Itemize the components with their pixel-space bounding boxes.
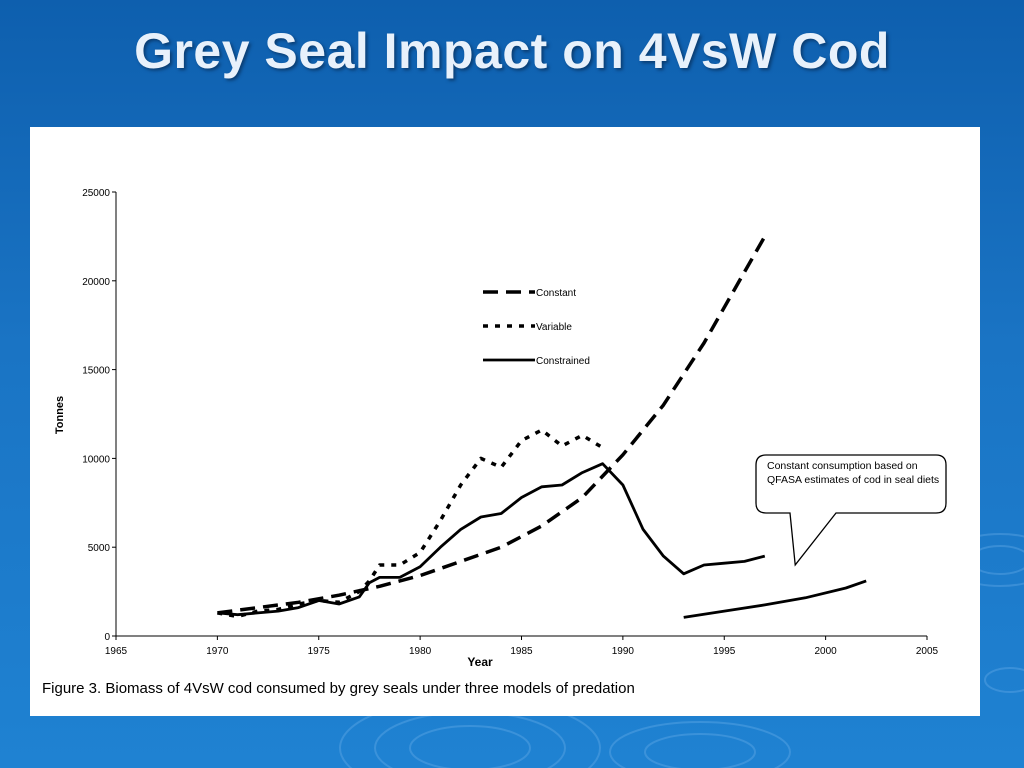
x-tick-label: 1970	[206, 646, 229, 657]
x-tick-label: 1985	[510, 646, 533, 657]
tick-labels: 0 5000 10000 15000 20000 25000 1965 1970 1975 198…	[82, 188, 938, 657]
y-tick-label: 5000	[88, 543, 111, 554]
legend-label-constant: Constant	[536, 288, 576, 299]
y-tick-label: 15000	[82, 366, 110, 377]
slide-title: Grey Seal Impact on 4VsW Cod	[134, 23, 890, 79]
callout-bubble	[755, 454, 947, 567]
legend-label-constrained: Constrained	[536, 356, 590, 367]
figure-caption: Figure 3. Biomass of 4VsW cod consumed b…	[42, 680, 635, 697]
series-constrained	[217, 462, 766, 617]
x-tick-label: 1980	[409, 646, 432, 657]
x-tick-label: 1995	[713, 646, 736, 657]
y-tick-label: 25000	[82, 188, 110, 199]
x-tick-label: 1990	[612, 646, 635, 657]
legend: Constant Variable Constrained	[483, 288, 590, 367]
x-tick-label: 1965	[105, 646, 128, 657]
line-chart: 0 5000 10000 15000 20000 25000 1965 1970 1975 198…	[54, 188, 947, 669]
legend-label-variable: Variable	[536, 322, 572, 333]
y-axis-label: Tonnes	[54, 396, 66, 434]
series-qfasa-line	[683, 579, 867, 619]
figure-panel: 0 5000 10000 15000 20000 25000 1965 1970 1975 198…	[30, 127, 980, 716]
callout-annotation-text: Constant consumption based on QFASA esti…	[767, 460, 940, 486]
y-tick-label: 0	[104, 632, 110, 643]
x-axis-label: Year	[467, 655, 493, 669]
x-tick-label: 2000	[815, 646, 838, 657]
y-tick-label: 10000	[82, 454, 110, 465]
axes	[112, 191, 928, 640]
series-variable	[217, 428, 604, 619]
y-tick-label: 20000	[82, 277, 110, 288]
x-tick-label: 2005	[916, 646, 939, 657]
callout-annotation	[755, 454, 947, 567]
series-lines	[217, 235, 867, 619]
x-tick-label: 1975	[308, 646, 331, 657]
